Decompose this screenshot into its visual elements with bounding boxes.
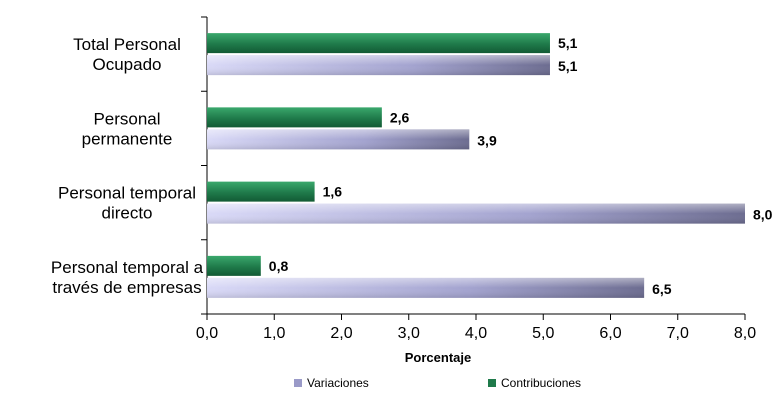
data-label-variaciones: 8,0 [753,207,773,223]
bar-variaciones-shade [207,129,470,150]
category-label: Total Personal Ocupado [73,35,181,74]
data-label-contribuciones: 1,6 [323,184,343,200]
category-label: Personal permanente [82,109,173,148]
x-tick-label: 6,0 [599,325,621,342]
bar-variaciones-shade [207,203,745,224]
x-tick-label: 8,0 [734,325,756,342]
category-label: Personal temporal a través de empresas [51,258,204,297]
bar-contribuciones [207,255,261,276]
legend-label-contribuciones: Contribuciones [501,376,581,390]
x-tick-label: 7,0 [667,325,689,342]
chart-bars [207,33,745,298]
bar-contribuciones [207,181,315,202]
chart-legend: Variaciones Contribuciones [294,376,581,390]
x-tick-label: 3,0 [398,325,420,342]
data-label-variaciones: 3,9 [477,132,497,148]
data-label-variaciones: 6,5 [652,281,672,297]
x-tick-label: 4,0 [465,325,487,342]
legend-swatch-contribuciones [488,379,496,387]
chart-labels: 0,0 1,0 2,0 3,0 4,0 5,0 6,0 7,0 8,0 Total Persona… [51,35,773,342]
bar-variaciones-shade [207,277,645,298]
legend-swatch-variaciones [294,379,302,387]
x-tick-label: 1,0 [263,325,285,342]
data-label-variaciones: 5,1 [558,58,578,74]
bar-variaciones-shade [207,55,550,76]
x-tick-label: 2,0 [330,325,352,342]
x-tick-label: 5,0 [532,325,554,342]
x-axis-title: Porcentaje [405,350,471,365]
bar-contribuciones [207,107,382,128]
category-label: Personal temporal directo [58,184,196,223]
x-tick-label: 0,0 [196,325,218,342]
data-label-contribuciones: 0,8 [269,258,289,274]
data-label-contribuciones: 2,6 [390,109,410,125]
bar-contribuciones [207,33,550,54]
data-label-contribuciones: 5,1 [558,35,578,51]
legend-label-variaciones: Variaciones [307,376,369,390]
